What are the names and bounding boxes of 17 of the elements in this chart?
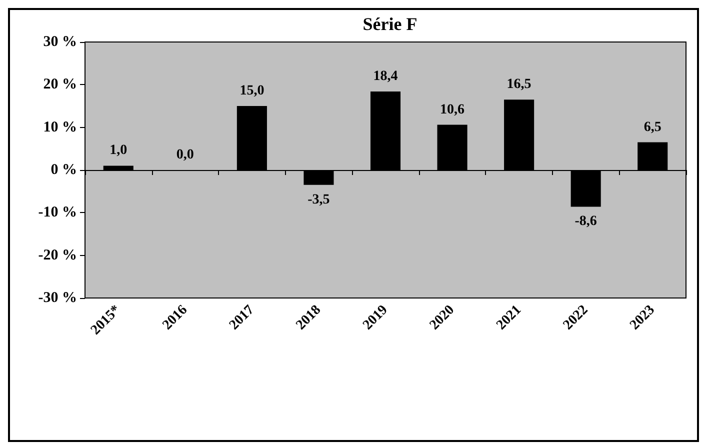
data-label: 10,6 [440, 102, 465, 118]
data-label: 0,0 [176, 148, 194, 162]
data-label: 6,5 [644, 120, 662, 135]
y-tick-label: 30 % [43, 34, 77, 50]
data-label: 18,4 [373, 68, 398, 84]
y-tick-label: 10 % [43, 119, 77, 136]
data-label: 1,0 [110, 143, 128, 158]
data-label: 15,0 [240, 84, 264, 98]
data-label: -8,6 [574, 214, 597, 230]
data-label: -3,5 [308, 192, 330, 208]
y-tick-label: -20 % [38, 247, 77, 264]
chart-title: Série F [362, 14, 418, 34]
data-label: 16,5 [506, 77, 532, 92]
y-tick-label: 20 % [43, 76, 77, 93]
y-tick-label: 0 % [50, 162, 77, 178]
y-tick-label: -30 % [38, 290, 77, 306]
y-tick-label: -10 % [38, 204, 77, 221]
